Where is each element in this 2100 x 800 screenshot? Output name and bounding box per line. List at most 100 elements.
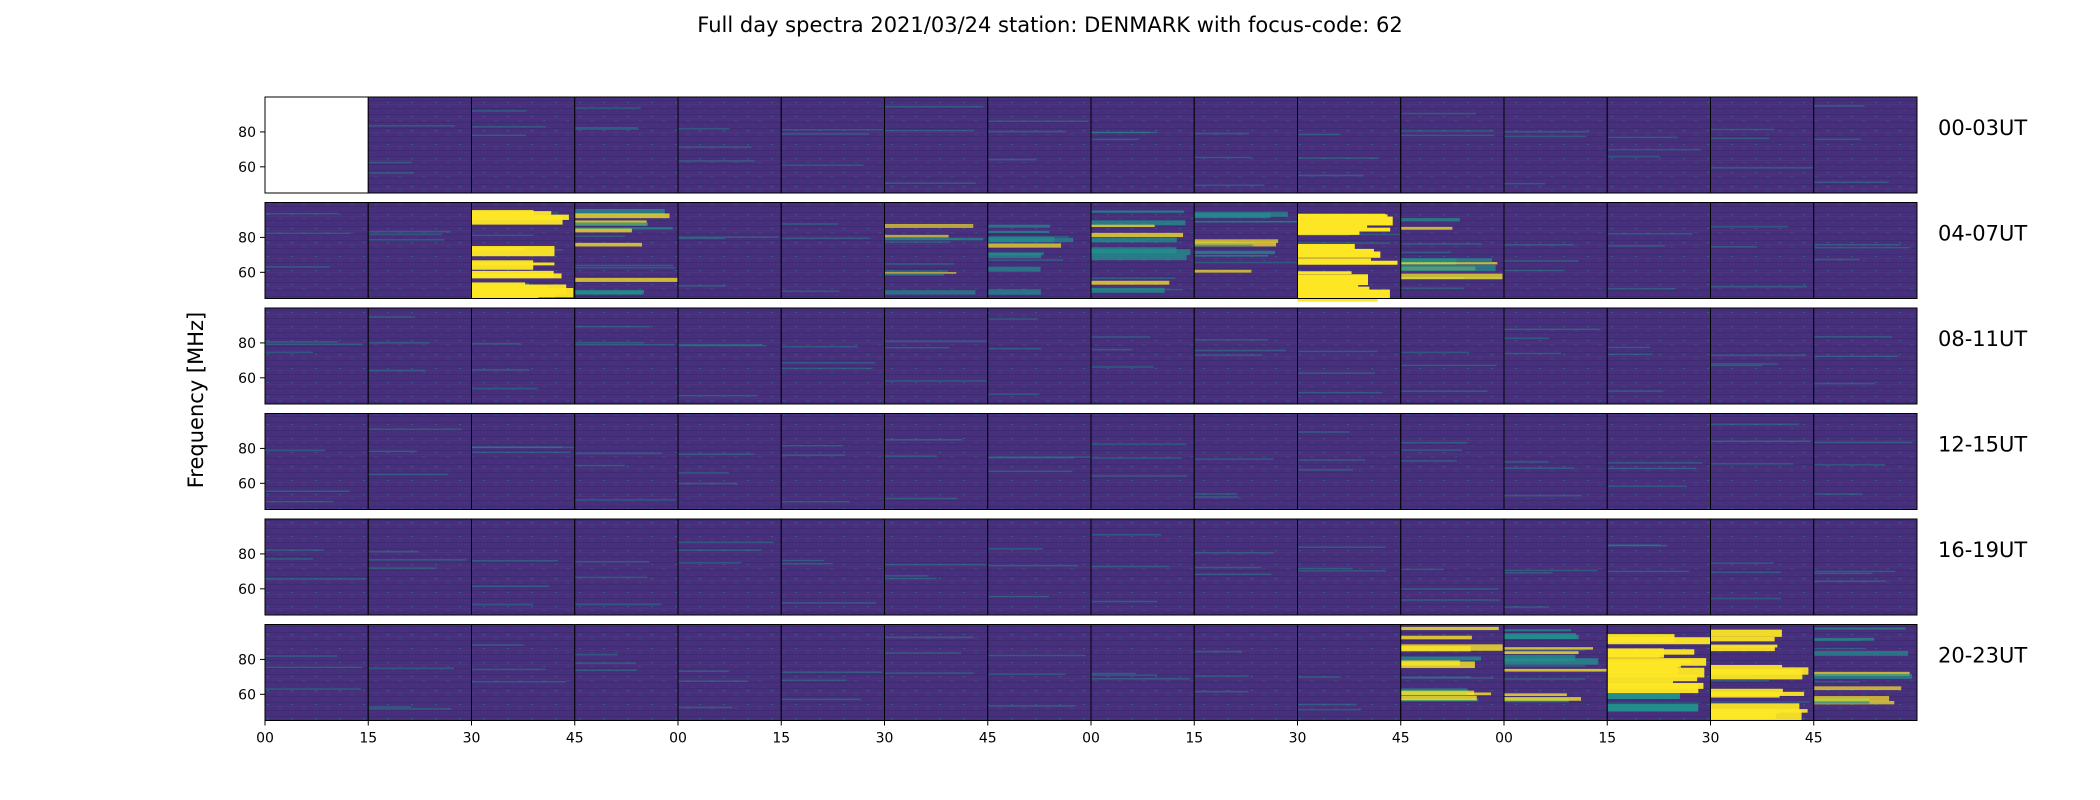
spectrogram-panel <box>677 413 782 510</box>
spectrogram-panel <box>780 413 885 510</box>
spectra-row: 60 80 12-15UT <box>238 413 2027 510</box>
spectrogram-panel <box>471 202 576 300</box>
spectrogram-panel <box>1503 96 1608 194</box>
spectrogram-panel <box>574 96 679 194</box>
y-tick-label: 60 <box>238 265 256 281</box>
x-tick-label: 45 <box>566 731 584 747</box>
x-tick-label: 15 <box>1185 731 1203 747</box>
x-tick-label: 00 <box>1082 731 1100 747</box>
spectrogram-panel <box>1813 518 1918 616</box>
spectrogram-panel <box>1090 96 1195 194</box>
spectrogram-panel <box>1090 202 1195 299</box>
spectrogram-panel <box>471 518 576 616</box>
y-tick-label: 60 <box>238 582 256 598</box>
spectrogram-panel <box>1710 413 1815 510</box>
spectrogram-panel <box>1606 624 1711 721</box>
spectrogram-panel <box>884 624 989 721</box>
spectrogram-panel <box>884 413 989 510</box>
x-tick-label: 00 <box>669 731 687 747</box>
spectrogram-panel <box>987 307 1092 405</box>
spectrogram-panel <box>987 624 1092 721</box>
row-time-label: 12-15UT <box>1938 433 2027 457</box>
spectrogram-panel <box>677 307 782 405</box>
spectrogram-panel <box>1503 624 1608 721</box>
spectrogram-panel <box>1503 518 1608 616</box>
spectra-row: 60 80 00-03UT <box>238 96 2027 194</box>
spectrogram-panel <box>1193 202 1298 299</box>
spectrogram-panel <box>1090 307 1195 405</box>
x-tick-label: 45 <box>979 731 997 747</box>
x-tick-label: 15 <box>359 731 377 747</box>
spectrogram-panel <box>1297 518 1402 616</box>
x-tick-label: 30 <box>1289 731 1307 747</box>
spectrogram-panel <box>367 413 472 510</box>
spectrogram-panel <box>1710 307 1815 405</box>
spectrogram-panel <box>264 518 369 616</box>
spectrogram-panel <box>987 202 1092 299</box>
spectrogram-panel <box>1606 202 1711 299</box>
y-tick-label: 80 <box>238 125 256 141</box>
spectrogram-panel <box>1710 96 1815 194</box>
row-time-label: 04-07UT <box>1938 222 2027 246</box>
y-tick-label: 80 <box>238 652 256 668</box>
spectrogram-panel <box>471 624 576 721</box>
spectrogram-panel <box>1297 96 1402 194</box>
y-tick-label: 60 <box>238 160 256 176</box>
spectrogram-panel <box>1813 96 1918 194</box>
spectrogram-panel <box>1813 624 1918 721</box>
spectrogram-panel <box>1503 413 1608 510</box>
spectrogram-panel <box>1297 624 1402 721</box>
spectrogram-panel <box>574 202 679 299</box>
spectrogram-panel <box>1193 96 1298 194</box>
spectrogram-panel <box>1400 307 1505 405</box>
x-tick-label: 15 <box>772 731 790 747</box>
y-tick-label: 60 <box>238 687 256 703</box>
spectrogram-panel <box>780 202 885 299</box>
spectrogram-panel <box>574 307 679 405</box>
y-tick-label: 80 <box>238 230 256 246</box>
spectrogram-panel <box>677 518 782 616</box>
spectrogram-panel <box>884 307 989 405</box>
spectrogram-panel <box>1090 518 1195 616</box>
x-tick-label: 45 <box>1805 731 1823 747</box>
y-tick-label: 60 <box>238 476 256 492</box>
spectrogram-panel <box>780 96 885 194</box>
spectrogram-panel <box>1400 96 1505 194</box>
y-tick-label: 80 <box>238 547 256 563</box>
spectrogram-panel <box>1090 413 1195 510</box>
spectrogram-panel <box>574 518 679 616</box>
row-time-label: 20-23UT <box>1938 644 2027 668</box>
x-tick-label: 45 <box>1392 731 1410 747</box>
spectrogram-panel <box>677 624 782 721</box>
spectrogram-panel <box>1193 518 1298 616</box>
row-time-label: 08-11UT <box>1938 327 2027 351</box>
spectrogram-panel <box>1606 307 1711 405</box>
spectrogram-panel <box>264 96 369 194</box>
spectrogram-panel <box>1813 307 1918 405</box>
spectrogram-panel <box>780 624 885 721</box>
spectrogram-panel <box>987 413 1092 510</box>
spectrogram-panel <box>471 307 576 405</box>
spectrogram-panel <box>884 96 989 194</box>
chart-title: Full day spectra 2021/03/24 station: DEN… <box>697 13 1403 37</box>
spectrogram-panel <box>367 96 472 194</box>
spectra-row: 60 80 16-19UT <box>238 518 2027 616</box>
spectrogram-panel <box>1193 307 1298 405</box>
spectra-row: 60 80 04-07UT <box>238 202 2027 302</box>
row-time-label: 00-03UT <box>1938 116 2027 140</box>
spectrogram-panel <box>1193 413 1298 510</box>
spectrogram-panel <box>471 96 576 194</box>
x-tick-label: 30 <box>876 731 894 747</box>
spectrogram-panel <box>677 202 782 299</box>
spectrogram-panel <box>1606 518 1711 616</box>
spectrogram-panel <box>367 307 472 405</box>
spectrogram-panel <box>1503 307 1608 405</box>
spectrogram-panel <box>1400 624 1505 721</box>
spectrogram-panel <box>1297 413 1402 510</box>
spectrogram-panel <box>987 96 1092 194</box>
spectrogram-panel <box>1710 624 1815 721</box>
x-tick-label: 30 <box>463 731 481 747</box>
spectrogram-panel <box>1400 518 1505 616</box>
spectrogram-panel <box>1813 202 1918 299</box>
